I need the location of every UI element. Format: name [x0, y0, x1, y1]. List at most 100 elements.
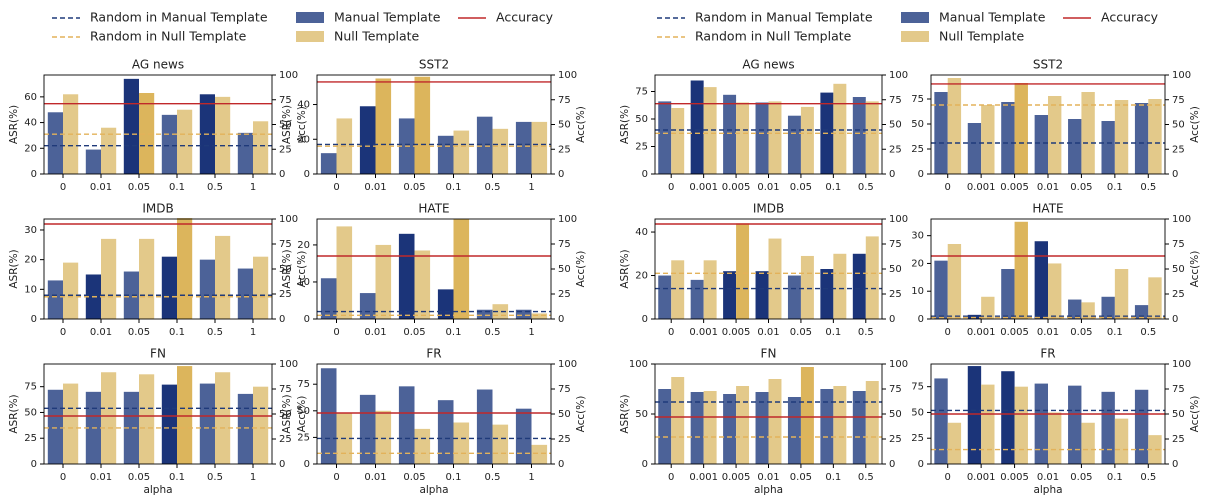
y2-tick-label: 100	[558, 359, 577, 370]
bar	[1114, 418, 1129, 464]
bar	[453, 422, 470, 464]
bar	[515, 121, 532, 174]
legend-label: Random in Manual Template	[695, 10, 873, 25]
y-tick-label: 40	[635, 227, 648, 238]
x-tick-label: 0.5	[1140, 182, 1156, 193]
bar	[359, 394, 376, 464]
x-tick-label: 0.05	[403, 327, 425, 338]
bar	[1101, 391, 1115, 464]
bar	[453, 130, 470, 174]
x-tick-label: 0	[60, 182, 66, 193]
y2-axis-label: Acc(%)	[1189, 251, 1201, 288]
y2-tick-label: 25	[1172, 289, 1185, 300]
bar	[1068, 385, 1082, 464]
x-tick-label: 0.01	[1037, 472, 1059, 483]
bar	[492, 128, 509, 174]
bar	[981, 105, 995, 174]
x-tick-label: 0.05	[790, 327, 812, 338]
y2-tick-label: 0	[279, 169, 285, 180]
y2-tick-label: 75	[1172, 239, 1185, 250]
y2-tick-label: 25	[558, 144, 571, 155]
x-tick-label: 0.5	[858, 182, 874, 193]
chart-title: AG news	[132, 58, 184, 72]
y-tick-label: 20	[24, 143, 37, 154]
bar	[123, 391, 139, 464]
bar	[934, 92, 948, 174]
chart-title: HATE	[1032, 202, 1063, 216]
x-tick-label: 0	[945, 327, 951, 338]
bar	[515, 408, 532, 464]
chart-title: AG news	[742, 58, 794, 72]
y-axis-label: ASR(%)	[619, 105, 631, 144]
x-tick-label: 0.001	[967, 327, 996, 338]
bar	[123, 78, 139, 174]
y-tick-label: 40	[24, 118, 37, 129]
y-tick-label: 75	[24, 382, 37, 393]
y-tick-label: 0	[918, 459, 924, 470]
x-tick-label: 0.01	[757, 182, 779, 193]
bar	[47, 389, 63, 464]
bar	[492, 424, 509, 464]
y2-tick-label: 25	[558, 289, 571, 300]
x-tick-label: 0.1	[446, 472, 462, 483]
bar	[101, 127, 117, 174]
bar	[375, 410, 392, 464]
y2-tick-label: 50	[1172, 120, 1185, 131]
y-tick-label: 25	[635, 142, 648, 153]
bar	[375, 244, 392, 319]
legend-label: Manual Template	[939, 10, 1046, 25]
y2-tick-label: 100	[1172, 214, 1191, 225]
bar	[531, 121, 548, 174]
bar	[476, 116, 493, 174]
legend-label: Accuracy	[496, 10, 554, 25]
y2-tick-label: 0	[279, 459, 285, 470]
legend-swatch	[901, 31, 929, 42]
bar	[1048, 412, 1062, 464]
y2-axis-label: Acc(%)	[296, 251, 308, 288]
bar	[736, 223, 750, 319]
y-tick-label: 50	[911, 407, 924, 418]
y2-tick-label: 100	[279, 214, 298, 225]
bar	[723, 94, 737, 174]
bar	[531, 313, 548, 319]
bar	[833, 386, 847, 464]
chart-title: FR	[426, 347, 441, 361]
x-tick-label: 0.05	[1070, 472, 1092, 483]
y2-axis-label: Acc(%)	[575, 251, 587, 288]
y2-tick-label: 25	[1172, 434, 1185, 445]
y-tick-label: 20	[635, 271, 648, 282]
chart-title: IMDB	[753, 202, 784, 216]
bar	[820, 269, 834, 319]
y-tick-label: 0	[304, 314, 310, 325]
bar	[981, 384, 995, 464]
bar	[161, 384, 177, 464]
y-tick-label: 75	[635, 87, 648, 98]
bar	[1081, 92, 1095, 174]
y-tick-label: 40	[297, 100, 310, 111]
y-tick-label: 0	[642, 459, 648, 470]
y-tick-label: 50	[297, 406, 310, 417]
x-tick-label: 0.005	[1000, 327, 1029, 338]
x-tick-label: 1	[250, 182, 256, 193]
y2-axis-label: Acc(%)	[296, 106, 308, 143]
legend-swatch	[296, 12, 324, 23]
bar	[123, 271, 139, 319]
x-tick-label: 0.5	[207, 182, 223, 193]
x-tick-label: 0.1	[446, 182, 462, 193]
chart-title: FN	[150, 347, 166, 361]
x-tick-label: 0.1	[825, 472, 841, 483]
x-tick-label: 0.001	[689, 327, 718, 338]
bar	[1034, 115, 1048, 174]
bar	[336, 226, 353, 319]
bar	[101, 238, 117, 319]
bar	[1081, 302, 1095, 319]
bar	[947, 78, 962, 174]
bar	[1148, 99, 1162, 174]
y2-tick-label: 50	[889, 120, 902, 131]
y-tick-label: 10	[297, 277, 310, 288]
y-tick-label: 20	[297, 240, 310, 251]
y-axis-label: ASR(%)	[619, 249, 631, 288]
bar	[1001, 269, 1015, 319]
x-tick-label: 0.001	[967, 182, 996, 193]
y-tick-label: 20	[24, 255, 37, 266]
